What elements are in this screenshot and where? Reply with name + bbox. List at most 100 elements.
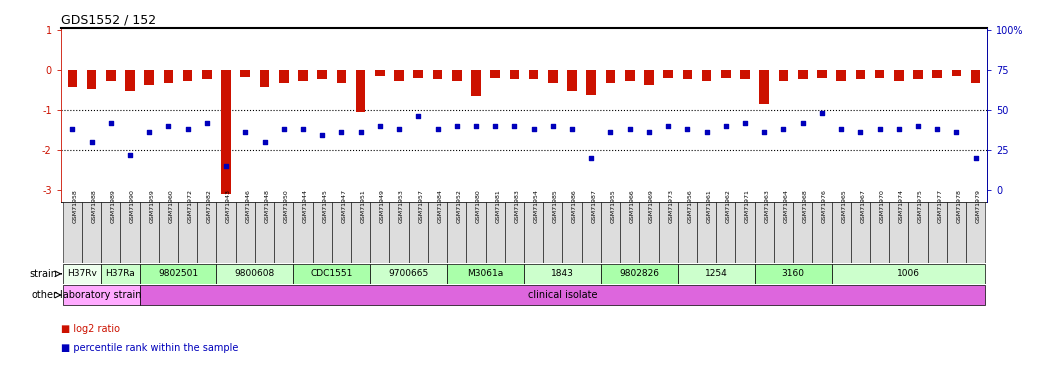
- Text: GSM71947: GSM71947: [342, 189, 347, 224]
- Text: GSM71971: GSM71971: [745, 189, 750, 224]
- Text: 9802501: 9802501: [158, 269, 198, 278]
- Bar: [606, 70, 615, 83]
- Bar: [63, 285, 139, 305]
- Point: [276, 126, 292, 132]
- Bar: [587, 70, 596, 95]
- Bar: [490, 70, 500, 78]
- Text: CDC1551: CDC1551: [310, 269, 353, 278]
- Bar: [548, 70, 558, 83]
- Text: GSM71958: GSM71958: [72, 190, 78, 224]
- Bar: [567, 70, 576, 91]
- Text: GSM71967: GSM71967: [860, 189, 866, 224]
- Bar: [428, 201, 447, 263]
- Bar: [851, 201, 870, 263]
- Text: GSM71979: GSM71979: [976, 189, 981, 224]
- Point: [545, 123, 562, 129]
- Text: GSM71962: GSM71962: [726, 189, 730, 224]
- Bar: [236, 201, 255, 263]
- Point: [352, 129, 369, 135]
- Bar: [952, 70, 961, 76]
- Point: [486, 123, 503, 129]
- Bar: [524, 264, 601, 284]
- Text: GSM71981: GSM71981: [495, 190, 500, 224]
- Text: GSM71963: GSM71963: [764, 189, 769, 224]
- Point: [256, 139, 272, 145]
- Point: [140, 129, 157, 135]
- Bar: [682, 70, 692, 79]
- Bar: [524, 201, 543, 263]
- Bar: [163, 70, 173, 83]
- Bar: [970, 70, 981, 83]
- Point: [64, 126, 81, 132]
- Text: GSM71950: GSM71950: [284, 190, 289, 224]
- Text: GSM71972: GSM71972: [188, 189, 193, 224]
- Bar: [870, 201, 889, 263]
- Text: GSM71975: GSM71975: [918, 189, 923, 224]
- Text: GSM71949: GSM71949: [379, 189, 385, 224]
- Bar: [927, 201, 946, 263]
- Bar: [563, 201, 582, 263]
- Bar: [913, 70, 923, 79]
- Bar: [197, 201, 217, 263]
- Bar: [102, 264, 139, 284]
- Point: [756, 129, 772, 135]
- Point: [506, 123, 523, 129]
- Bar: [299, 70, 308, 81]
- Bar: [740, 70, 749, 79]
- Bar: [836, 70, 846, 81]
- Point: [525, 126, 542, 132]
- Bar: [370, 264, 447, 284]
- Point: [679, 126, 696, 132]
- Bar: [106, 70, 115, 81]
- Bar: [414, 70, 423, 78]
- Point: [794, 120, 811, 126]
- Point: [313, 132, 330, 138]
- Text: GSM71968: GSM71968: [803, 190, 808, 224]
- Text: GSM71944: GSM71944: [303, 189, 308, 224]
- Bar: [485, 201, 505, 263]
- Text: 9802826: 9802826: [619, 269, 659, 278]
- Point: [621, 126, 638, 132]
- Bar: [543, 201, 563, 263]
- Point: [660, 123, 677, 129]
- Text: GSM71990: GSM71990: [130, 189, 135, 224]
- Text: GSM71959: GSM71959: [149, 189, 154, 224]
- Bar: [125, 70, 135, 91]
- Point: [179, 126, 196, 132]
- Point: [698, 129, 715, 135]
- Point: [371, 123, 388, 129]
- Point: [948, 129, 965, 135]
- Bar: [875, 70, 885, 78]
- Bar: [946, 201, 966, 263]
- Text: 1254: 1254: [705, 269, 727, 278]
- Bar: [217, 264, 293, 284]
- Text: strain: strain: [30, 269, 58, 279]
- Bar: [318, 70, 327, 79]
- Bar: [645, 70, 654, 85]
- Bar: [601, 264, 678, 284]
- Bar: [145, 70, 154, 85]
- Bar: [375, 70, 385, 76]
- Bar: [351, 201, 370, 263]
- Bar: [909, 201, 927, 263]
- Text: GDS1552 / 152: GDS1552 / 152: [61, 14, 156, 27]
- Text: GSM71989: GSM71989: [111, 189, 115, 224]
- Point: [910, 123, 926, 129]
- Bar: [639, 201, 658, 263]
- Text: GSM71974: GSM71974: [899, 189, 903, 224]
- Text: GSM71951: GSM71951: [361, 190, 366, 224]
- Text: ■ percentile rank within the sample: ■ percentile rank within the sample: [61, 343, 238, 353]
- Point: [929, 126, 945, 132]
- Text: GSM71952: GSM71952: [457, 189, 462, 224]
- Point: [640, 129, 657, 135]
- Text: GSM71946: GSM71946: [245, 189, 250, 224]
- Point: [198, 120, 215, 126]
- Bar: [63, 201, 82, 263]
- Point: [333, 129, 350, 135]
- Bar: [736, 201, 755, 263]
- Text: GSM71969: GSM71969: [649, 189, 654, 224]
- Point: [776, 126, 792, 132]
- Bar: [67, 70, 78, 87]
- Bar: [678, 201, 697, 263]
- Bar: [356, 70, 366, 112]
